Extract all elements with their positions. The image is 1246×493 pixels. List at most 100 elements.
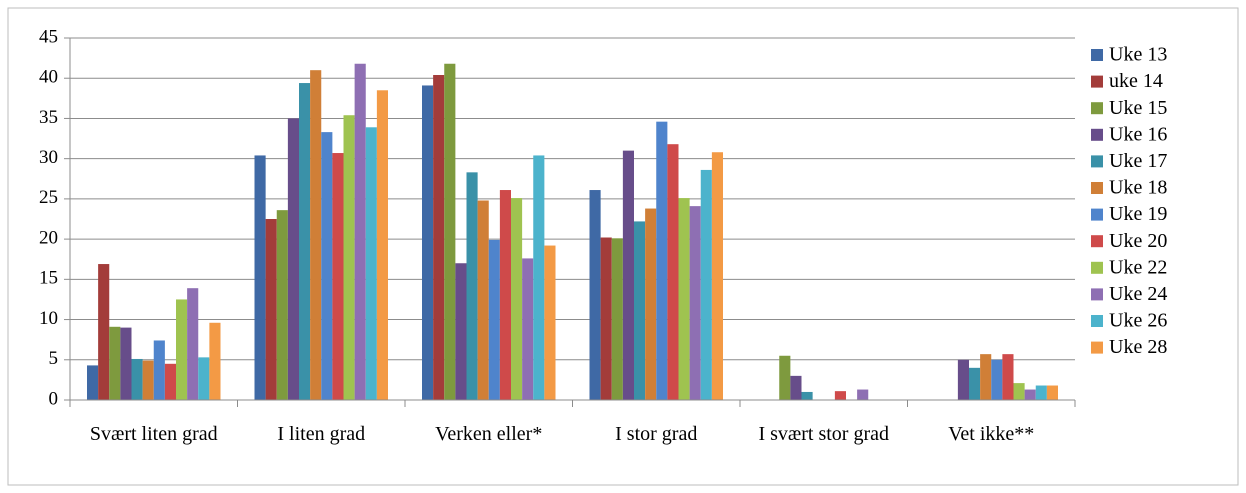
legend-label: Uke 17 — [1109, 150, 1167, 172]
legend-swatch — [1091, 155, 1103, 168]
legend-label: Uke 16 — [1109, 123, 1167, 145]
bar — [711, 152, 723, 400]
bar — [87, 365, 99, 400]
legend-label: Uke 19 — [1109, 203, 1167, 225]
bar — [176, 299, 188, 400]
bar — [109, 326, 121, 400]
bar — [544, 245, 556, 400]
bar — [321, 132, 333, 400]
x-tick-label: Verken eller* — [435, 423, 543, 445]
legend-label: Uke 18 — [1109, 177, 1167, 199]
legend-swatch — [1091, 235, 1103, 248]
y-tick-label: 45 — [39, 26, 58, 47]
bar — [634, 221, 646, 400]
legend-label: uke 14 — [1109, 70, 1163, 92]
x-tick-label: Vet ikke** — [948, 423, 1035, 445]
x-tick-label: Svært liten grad — [89, 423, 218, 445]
bar — [209, 322, 221, 400]
legend-label: Uke 20 — [1109, 230, 1167, 252]
bar — [287, 118, 299, 400]
bar — [957, 359, 969, 400]
bar — [991, 359, 1003, 400]
bar — [354, 63, 366, 401]
bar — [187, 288, 199, 400]
legend-label: Uke 13 — [1109, 44, 1167, 66]
legend-label: Uke 15 — [1109, 97, 1167, 119]
bar — [444, 63, 456, 401]
legend-swatch — [1091, 49, 1103, 61]
bar — [120, 327, 132, 400]
bar — [801, 391, 813, 400]
bar — [834, 391, 846, 400]
bar — [700, 169, 712, 400]
bar — [656, 121, 668, 400]
legend-swatch — [1091, 341, 1103, 354]
bar — [522, 258, 534, 400]
bar — [198, 357, 210, 400]
bar — [455, 263, 467, 400]
x-tick-label: I stor grad — [615, 423, 698, 445]
y-tick-label: 25 — [39, 187, 58, 208]
y-tick-label: 5 — [49, 348, 59, 369]
bar — [645, 208, 657, 400]
bar — [254, 155, 266, 400]
legend-swatch — [1091, 75, 1103, 88]
bar — [622, 150, 634, 400]
bar — [164, 363, 176, 400]
bar — [1002, 354, 1014, 400]
bar — [611, 238, 623, 400]
bar — [131, 358, 143, 400]
bar — [980, 354, 992, 400]
bar — [600, 237, 612, 400]
legend-label: Uke 28 — [1109, 336, 1167, 358]
bar — [1035, 385, 1047, 400]
bar — [98, 264, 110, 400]
legend-swatch — [1091, 261, 1103, 274]
bar — [153, 340, 165, 400]
bar — [533, 155, 545, 400]
bar — [689, 206, 701, 400]
legend-swatch — [1091, 182, 1103, 194]
y-tick-label: 10 — [39, 308, 58, 329]
bar — [376, 90, 388, 401]
bar — [589, 190, 601, 400]
bar — [310, 70, 322, 400]
y-tick-label: 0 — [49, 388, 59, 409]
legend-label: Uke 24 — [1109, 283, 1167, 305]
chart-frame — [7, 7, 1239, 486]
legend-swatch — [1091, 315, 1103, 327]
x-tick-label: I liten grad — [277, 423, 366, 445]
y-tick-label: 15 — [39, 268, 58, 289]
x-tick-label: I svært stor grad — [758, 423, 890, 445]
bar — [488, 239, 500, 400]
bar — [142, 360, 154, 400]
legend-swatch — [1091, 288, 1103, 301]
bar — [678, 198, 690, 400]
bar — [1013, 383, 1025, 400]
bar — [477, 200, 489, 400]
bar — [332, 153, 344, 400]
legend-label: Uke 22 — [1109, 256, 1167, 278]
bar — [265, 219, 277, 400]
bar — [969, 367, 981, 400]
bar — [433, 75, 445, 400]
legend-swatch — [1091, 102, 1103, 115]
bar — [1046, 385, 1058, 400]
bar — [466, 172, 478, 400]
bar — [343, 115, 355, 400]
bar — [276, 210, 288, 400]
bar — [790, 375, 802, 400]
bar — [667, 144, 679, 400]
legend-swatch — [1091, 208, 1103, 221]
bar — [299, 83, 311, 400]
bar — [365, 127, 377, 400]
bar — [779, 355, 791, 400]
y-tick-label: 35 — [39, 107, 58, 128]
y-tick-label: 40 — [39, 67, 58, 88]
bar — [857, 389, 869, 400]
legend-swatch — [1091, 128, 1103, 141]
bar — [499, 190, 511, 400]
y-tick-label: 30 — [39, 147, 58, 168]
